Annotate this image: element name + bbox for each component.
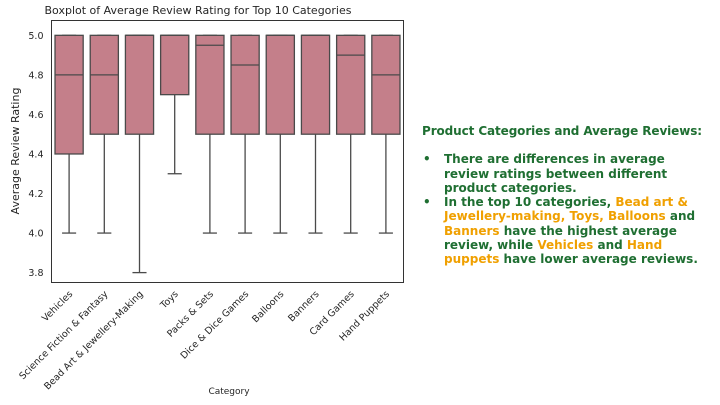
box-5 — [195, 34, 225, 234]
x-axis-label: Category — [208, 387, 250, 397]
insight-item: • In the top 10 categories, Bead art & J… — [422, 195, 712, 266]
y-axis-label: Average Review Rating — [9, 88, 22, 215]
box-iqr — [195, 34, 225, 135]
box-6 — [230, 34, 260, 234]
x-tick-label: Banners — [286, 289, 321, 324]
box-iqr — [89, 34, 120, 135]
x-tick-label: Balloons — [250, 289, 286, 325]
box-iqr — [300, 34, 331, 135]
plot-frame — [51, 20, 404, 283]
insight-text: and — [665, 209, 696, 224]
box-iqr — [124, 34, 155, 135]
insight-text: and — [593, 238, 627, 253]
box-iqr — [54, 34, 84, 155]
y-axis: 3.8 4.0 4.2 4.4 4.6 4.8 5.0 — [28, 31, 43, 279]
chart-title: Boxplot of Average Review Rating for Top… — [45, 4, 352, 17]
bullet-marker: • — [423, 152, 431, 167]
x-tick-label: Toys — [158, 289, 181, 312]
insight-item: • There are differences in average revie… — [422, 152, 712, 195]
insight-list: • There are differences in average revie… — [422, 152, 712, 266]
insight-text: There are differences in average review … — [444, 152, 668, 195]
panel-heading: Product Categories and Average Reviews: — [422, 124, 702, 138]
box-3 — [124, 34, 155, 274]
box-iqr — [371, 34, 401, 135]
box-10 — [371, 34, 401, 234]
boxplot-chart: Boxplot of Average Review Rating for Top… — [9, 4, 404, 397]
highlight-vehicles: Vehicles — [537, 238, 594, 253]
highlight-banners: Banners — [444, 223, 500, 238]
box-1 — [54, 34, 84, 234]
y-tick-label: 4.8 — [28, 70, 43, 81]
insights-panel: Product Categories and Average Reviews: … — [422, 124, 712, 267]
box-iqr — [230, 34, 260, 135]
highlight-top-categories: Bead art & Jewellery-making, Toys, Ballo… — [444, 195, 688, 224]
box-8 — [300, 34, 331, 234]
box-iqr — [159, 34, 190, 96]
insight-text: have the highest average review, while — [444, 223, 677, 253]
insight-text: In the top 10 categories, — [444, 195, 616, 210]
bullet-marker: • — [423, 195, 431, 210]
x-tick-label: Dice & Dice Games — [179, 289, 252, 362]
box-iqr — [265, 34, 296, 135]
box-iqr — [335, 34, 366, 135]
x-tick-label: Vehicles — [40, 289, 75, 324]
y-tick-label: 4.2 — [28, 189, 43, 200]
y-tick-label: 4.6 — [28, 110, 43, 121]
box-9 — [335, 34, 366, 234]
box-7 — [265, 34, 296, 234]
box-4 — [159, 34, 190, 175]
insight-text: have lower average reviews. — [499, 252, 698, 267]
box-2 — [89, 34, 120, 234]
y-tick-label: 4.4 — [28, 149, 43, 160]
highlight-hand-puppets: Hand puppets — [444, 238, 663, 267]
y-tick-label: 4.0 — [28, 229, 43, 240]
y-tick-label: 5.0 — [28, 31, 43, 42]
y-tick-label: 3.8 — [28, 268, 43, 279]
boxes-group — [54, 34, 401, 274]
